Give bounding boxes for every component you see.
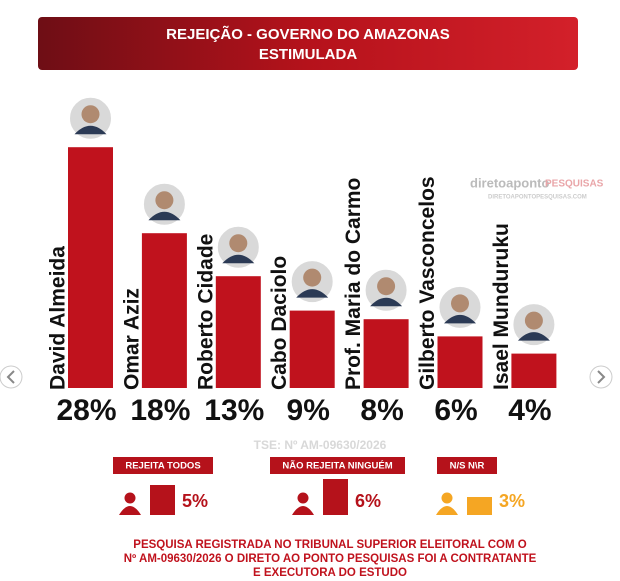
person-body bbox=[436, 506, 458, 515]
footer-line: PESQUISA REGISTRADA NO TRIBUNAL SUPERIOR… bbox=[133, 539, 526, 551]
photo-body bbox=[517, 332, 550, 341]
person-body bbox=[119, 506, 141, 515]
chart-title: REJEIÇÃO - GOVERNO DO AMAZONAS bbox=[166, 25, 450, 43]
prev-arrow[interactable] bbox=[0, 365, 23, 389]
watermark-brand: diretoaponto bbox=[470, 175, 549, 190]
person-body bbox=[292, 506, 314, 515]
photo-head bbox=[81, 105, 100, 124]
answer-label-box bbox=[437, 457, 497, 474]
value-label: 18% bbox=[130, 394, 190, 427]
photo-head bbox=[303, 268, 322, 287]
watermark-url: DIRETOAPONTOPESQUISAS.COM bbox=[488, 195, 587, 201]
answer-bar bbox=[467, 497, 492, 515]
answer-bar bbox=[323, 479, 348, 515]
bar bbox=[289, 310, 335, 388]
photo-body bbox=[222, 254, 255, 264]
answer-value: 3% bbox=[499, 491, 525, 511]
registration: TSE: Nº AM-09630/2026 bbox=[254, 438, 387, 452]
bar bbox=[437, 336, 483, 388]
prev-icon bbox=[6, 370, 15, 384]
chart-subtitle: ESTIMULADA bbox=[259, 46, 357, 63]
value-label: 4% bbox=[508, 394, 551, 427]
bar bbox=[215, 276, 261, 388]
photo-body bbox=[370, 297, 403, 307]
candidate-name: Roberto Cidade bbox=[194, 234, 217, 390]
value-label: 6% bbox=[434, 394, 477, 427]
photo-body bbox=[444, 314, 476, 324]
photo-head bbox=[155, 191, 174, 210]
value-label: 28% bbox=[56, 394, 116, 427]
candidate-name: Gilberto Vasconcelos bbox=[416, 176, 439, 390]
footer-line: Nº AM-09630/2026 O DIRETO AO PONTO PESQU… bbox=[124, 553, 537, 565]
bar bbox=[511, 353, 557, 388]
candidate-name: Prof. Maria do Carmo bbox=[342, 178, 365, 390]
title-banner bbox=[38, 17, 578, 70]
photo-body bbox=[74, 125, 107, 135]
candidate-name: Cabo Daciolo bbox=[268, 256, 291, 390]
answer-label-box bbox=[270, 457, 405, 474]
answer-label: N/S N\R bbox=[450, 461, 485, 472]
photo-head bbox=[377, 277, 396, 296]
answer-value: 6% bbox=[355, 491, 381, 511]
photo-head bbox=[524, 311, 543, 330]
answer-label-box bbox=[113, 457, 213, 474]
next-arrow[interactable] bbox=[589, 365, 613, 389]
bar bbox=[141, 233, 187, 388]
value-label: 8% bbox=[360, 394, 403, 427]
person-head bbox=[441, 492, 453, 504]
bar bbox=[68, 147, 113, 388]
answer-label: REJEITA TODOS bbox=[125, 461, 200, 472]
watermark-brand2: PESQUISAS bbox=[545, 179, 604, 190]
value-label: 13% bbox=[204, 394, 264, 427]
candidate-name: David Almeida bbox=[47, 246, 70, 390]
candidate-name: Omar Aziz bbox=[120, 288, 143, 390]
answer-value: 5% bbox=[182, 491, 208, 511]
person-head bbox=[297, 492, 309, 504]
next-icon bbox=[597, 370, 606, 384]
candidate-name: Isael Munduruku bbox=[490, 223, 513, 390]
photo-head bbox=[229, 234, 248, 253]
photo-body bbox=[296, 289, 329, 298]
photo-head bbox=[451, 294, 469, 313]
bar bbox=[363, 319, 409, 388]
answer-label: NÃO REJEITA NINGUÉM bbox=[282, 461, 392, 472]
photo-body bbox=[148, 211, 181, 221]
footer-line: E EXECUTORA DO ESTUDO bbox=[253, 567, 407, 579]
answer-bar bbox=[150, 485, 175, 515]
person-head bbox=[124, 492, 136, 504]
value-label: 9% bbox=[287, 394, 330, 427]
